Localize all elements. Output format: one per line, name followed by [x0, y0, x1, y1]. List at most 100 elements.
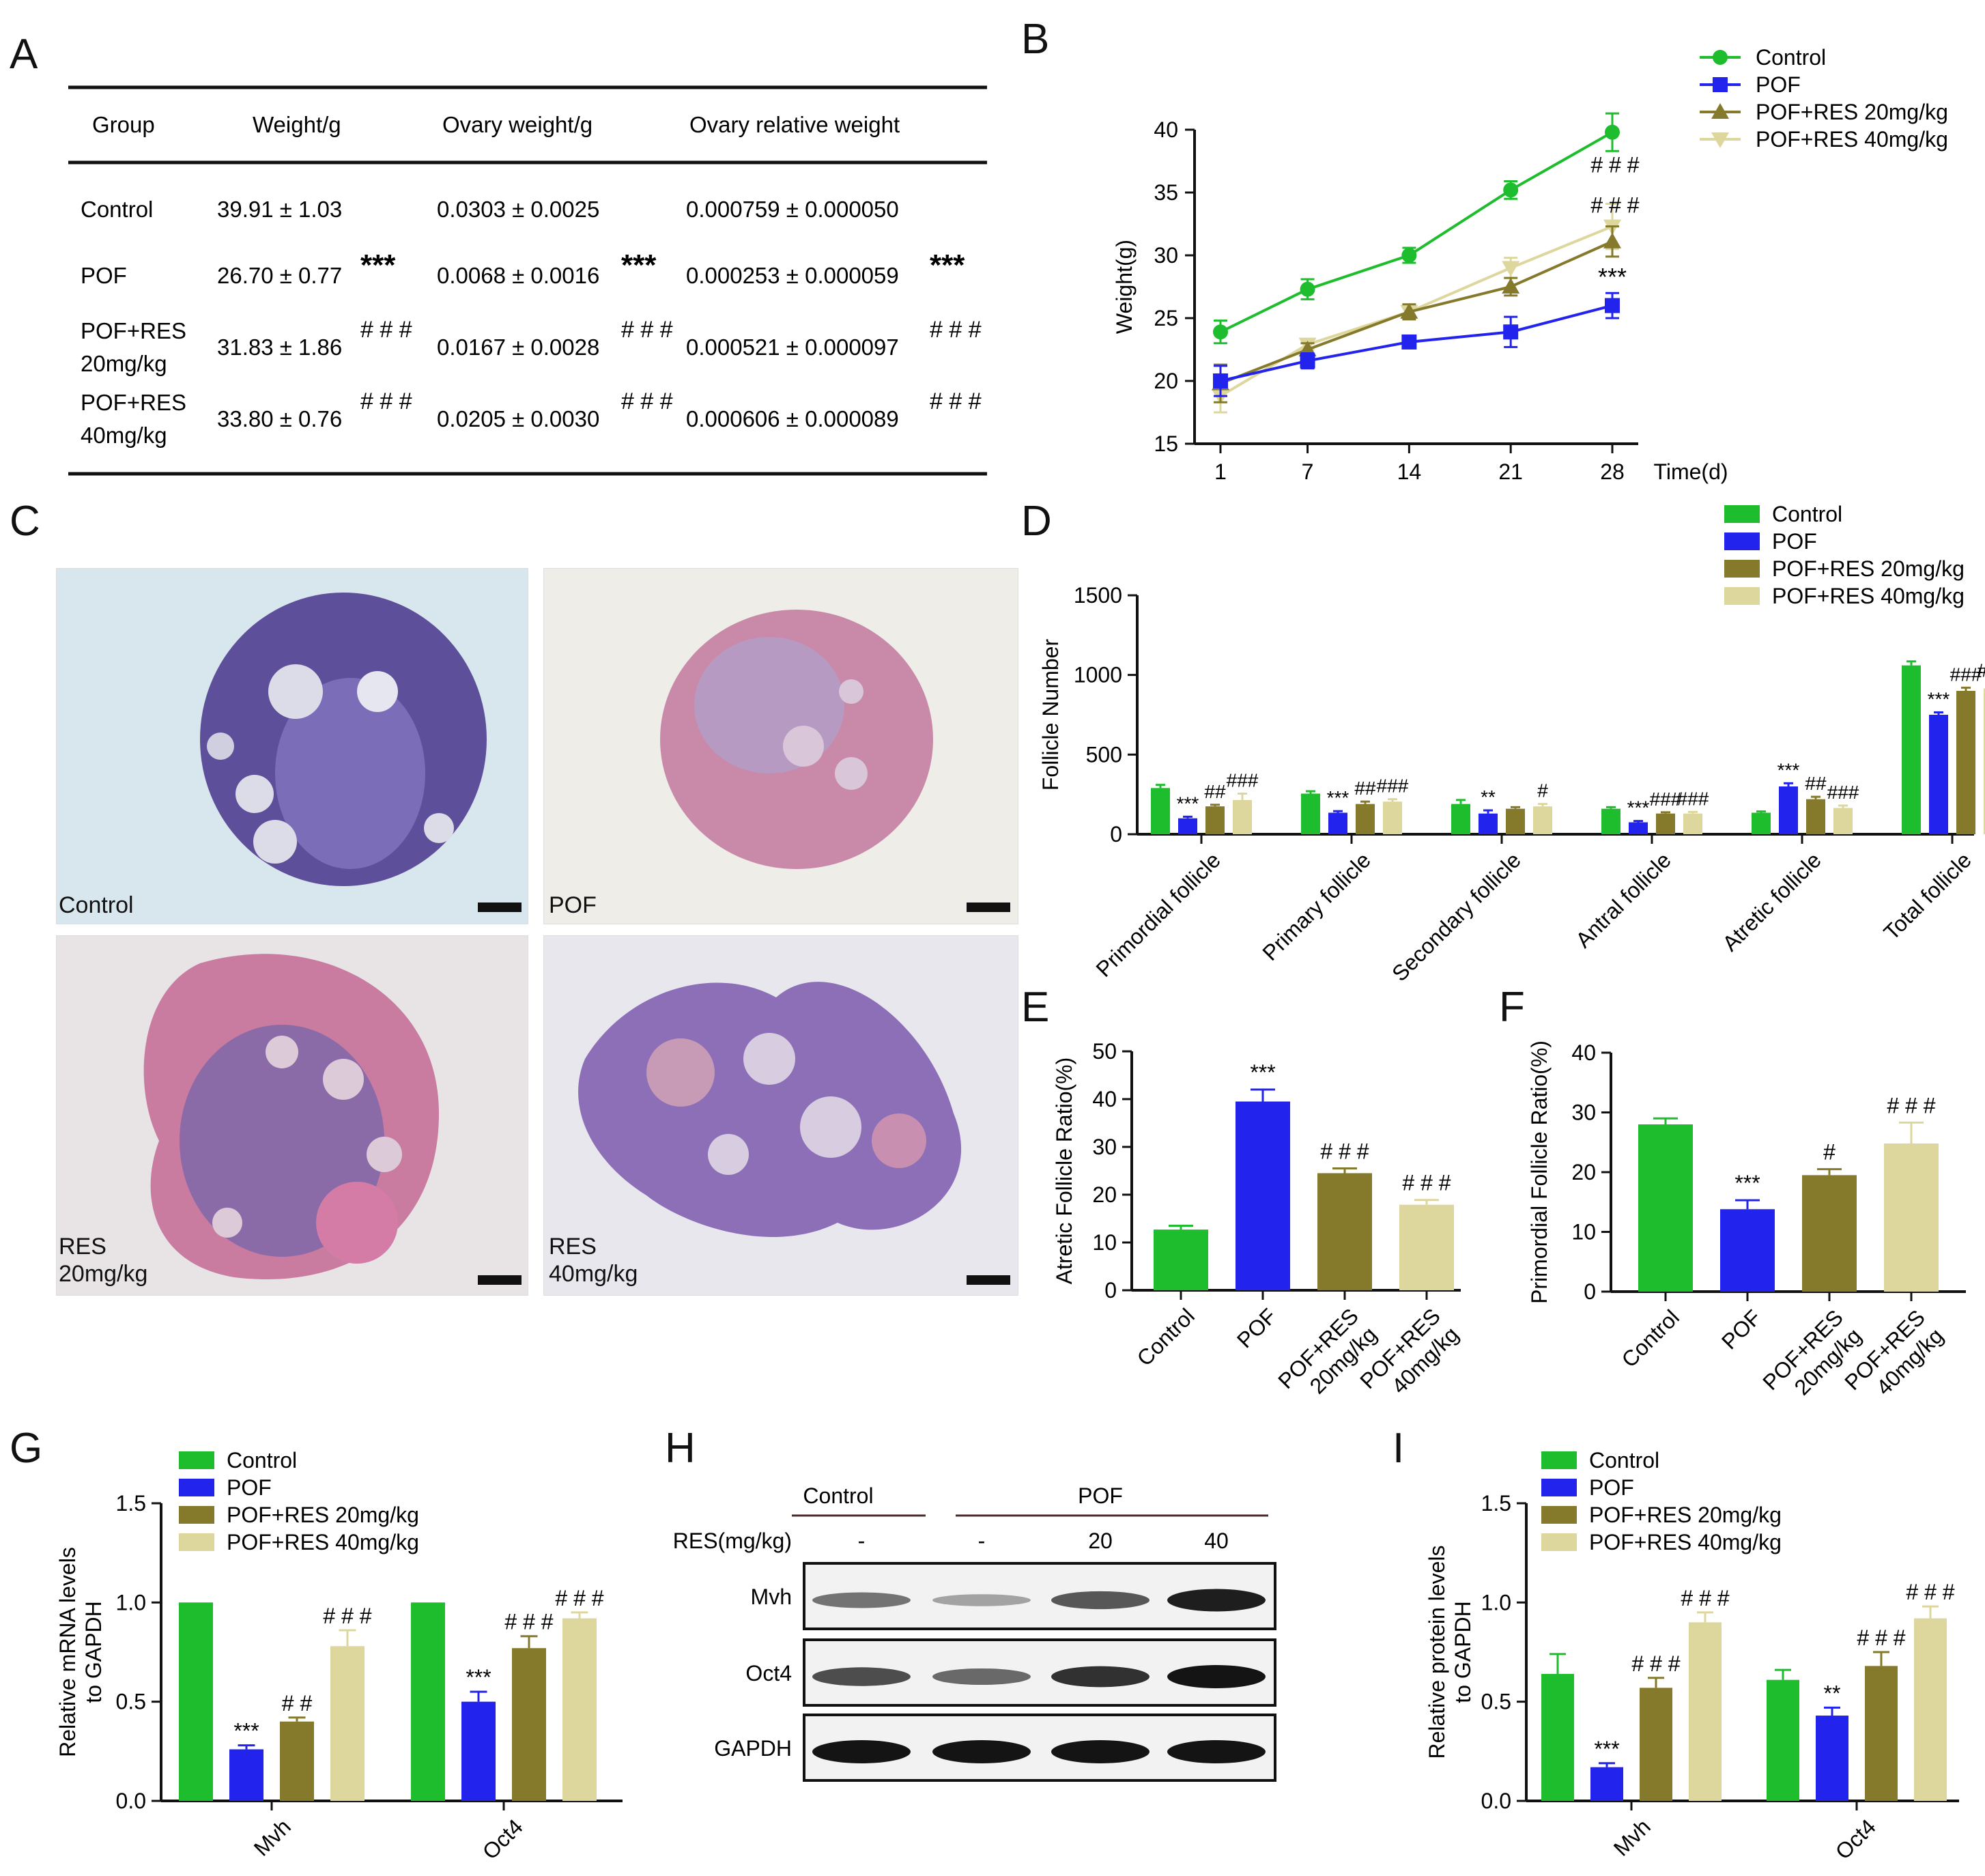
table-value-cell: 0.000521 ± 0.000097 [686, 335, 899, 360]
x-tick-label: Mvh [1609, 1814, 1655, 1860]
legend-label: POF+RES 20mg/kg [1772, 556, 1965, 581]
x-tick-label: 1 [1214, 459, 1227, 484]
table-value-cell: 31.83 ± 1.86 [217, 335, 342, 360]
data-point [1401, 248, 1417, 263]
table-header-1: Weight/g [253, 112, 341, 137]
legend-label: Control [1589, 1448, 1659, 1473]
blot-band [812, 1740, 911, 1763]
bar [1301, 793, 1320, 834]
annotation: # # # [504, 1610, 553, 1634]
data-point [1711, 132, 1729, 148]
legend-label: POF [1756, 72, 1801, 97]
significance-hashes: # # # [930, 317, 982, 343]
panel-letter-c: C [10, 498, 40, 545]
bar [1720, 1209, 1775, 1292]
table-value-cell: 0.0167 ± 0.0028 [437, 335, 599, 360]
scale-bar [478, 1275, 522, 1285]
bar [1154, 1230, 1208, 1290]
legend-label: POF+RES 40mg/kg [1756, 127, 1948, 152]
legend-label: POF+RES 20mg/kg [1589, 1503, 1782, 1527]
histology-label-res20: RES 20mg/kg [59, 1234, 148, 1287]
table-header-2: Ovary weight/g [442, 112, 592, 137]
significance-hashes: # # # [621, 388, 673, 414]
legend-swatch [1724, 560, 1760, 578]
annotation: ## [1805, 773, 1827, 794]
y-tick-label: 40 [1571, 1040, 1596, 1065]
y-tick-label: 1500 [1074, 583, 1122, 608]
x-tick-label: Primordial follicle [1091, 847, 1225, 981]
table-group-cell: POF+RES 20mg/kg [81, 318, 186, 376]
legend-swatch [1541, 1479, 1577, 1496]
bar [1629, 822, 1648, 834]
y-tick-label: 0 [1110, 822, 1122, 847]
legend-label: Control [1772, 502, 1842, 526]
y-tick-label: 0.0 [116, 1789, 146, 1813]
y-tick-label: 10 [1571, 1220, 1596, 1245]
x-tick-label: Control [1132, 1303, 1199, 1370]
x-tick-label: Atretic follicle [1717, 847, 1826, 956]
x-tick-label: Antral follicle [1571, 847, 1676, 952]
ovary-section-res40 [578, 982, 962, 1237]
annotation: *** [233, 1719, 259, 1744]
panel-letter-i: I [1393, 1425, 1405, 1472]
significance-stars: *** [930, 248, 965, 282]
follicle [316, 1182, 398, 1264]
y-tick-label: 0.5 [116, 1690, 146, 1714]
follicle [800, 1096, 861, 1158]
annotation: *** [1250, 1060, 1275, 1085]
y-tick-label: 35 [1154, 180, 1178, 205]
follicle [266, 1036, 298, 1068]
bar [1956, 691, 1975, 834]
significance-hashes: # # # [930, 388, 982, 414]
x-tick-label: Oct4 [478, 1814, 528, 1864]
y-tick-label: 30 [1154, 243, 1178, 268]
bar [1802, 1175, 1857, 1292]
follicle [367, 1137, 402, 1172]
data-point [1401, 334, 1417, 350]
annotation: # # # [1887, 1093, 1935, 1118]
legend-swatch [179, 1451, 214, 1469]
data-point [1713, 77, 1728, 92]
bar [1638, 1124, 1693, 1292]
bar [1640, 1688, 1672, 1801]
follicle [872, 1113, 926, 1168]
histology-res40 [543, 935, 1018, 1296]
y-tick-label: 10 [1092, 1230, 1117, 1255]
data-point [1503, 182, 1519, 198]
blot-band [932, 1594, 1031, 1606]
annotation: ** [1824, 1681, 1841, 1705]
bar [1356, 804, 1375, 834]
scale-bar [967, 903, 1010, 912]
blot-band [932, 1668, 1031, 1686]
blot-header-pof: POF [1078, 1483, 1123, 1508]
bar [1317, 1173, 1372, 1290]
blot-band-label: Mvh [751, 1584, 792, 1609]
bar [1833, 808, 1853, 834]
blot-header-control: Control [803, 1483, 873, 1508]
legend-label: Control [1756, 45, 1826, 70]
y-tick-label: 30 [1092, 1135, 1117, 1159]
x-tick-label: Primary follicle [1257, 847, 1375, 965]
y-axis-label: Atretic Follicle Ratio(%) [1052, 1057, 1076, 1285]
legend-swatch [179, 1506, 214, 1524]
x-tick-label: Secondary follicle [1387, 847, 1526, 983]
y-tick-label: 0.0 [1481, 1789, 1511, 1813]
panel-letter-g: G [10, 1425, 43, 1472]
y-tick-label: 20 [1154, 369, 1178, 393]
annotation: *** [1928, 689, 1950, 710]
bar [1506, 808, 1525, 834]
follicle [212, 1208, 242, 1238]
annotation: # [1537, 780, 1548, 801]
y-tick-label: 20 [1092, 1182, 1117, 1207]
histology-label-res40: RES 40mg/kg [549, 1234, 638, 1287]
legend-label: POF [1589, 1475, 1634, 1500]
legend-swatch [1724, 505, 1760, 523]
res-dose-label: RES(mg/kg) [673, 1529, 792, 1553]
annotation: # # # [1320, 1139, 1369, 1164]
y-tick-label: 0.5 [1481, 1690, 1511, 1714]
significance-hashes: # # # [621, 317, 673, 343]
mrna-levels-chart: 0.0 0.5 1.0 1.5 Relative mRNA levelsto GAPDH… [55, 1448, 623, 1864]
bar [1451, 804, 1470, 834]
data-point [1213, 324, 1228, 340]
